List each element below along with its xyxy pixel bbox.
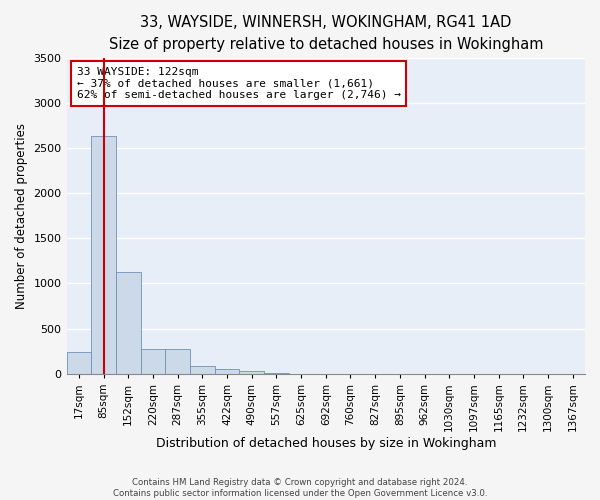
Title: 33, WAYSIDE, WINNERSH, WOKINGHAM, RG41 1AD
Size of property relative to detached: 33, WAYSIDE, WINNERSH, WOKINGHAM, RG41 1… (109, 15, 543, 52)
Bar (264, 373, 289, 374)
Bar (165, 350, 190, 374)
Y-axis label: Number of detached properties: Number of detached properties (15, 122, 28, 308)
Bar (190, 366, 215, 374)
X-axis label: Distribution of detached houses by size in Wokingham: Distribution of detached houses by size … (155, 437, 496, 450)
Bar (91, 136, 116, 374)
Text: 33 WAYSIDE: 122sqm
← 37% of detached houses are smaller (1,661)
62% of semi-deta: 33 WAYSIDE: 122sqm ← 37% of detached hou… (77, 67, 401, 100)
Bar (67, 352, 91, 374)
Text: Contains HM Land Registry data © Crown copyright and database right 2024.
Contai: Contains HM Land Registry data © Crown c… (113, 478, 487, 498)
Bar (140, 350, 165, 374)
Bar (239, 371, 264, 374)
Bar (215, 368, 239, 374)
Bar (116, 272, 140, 374)
